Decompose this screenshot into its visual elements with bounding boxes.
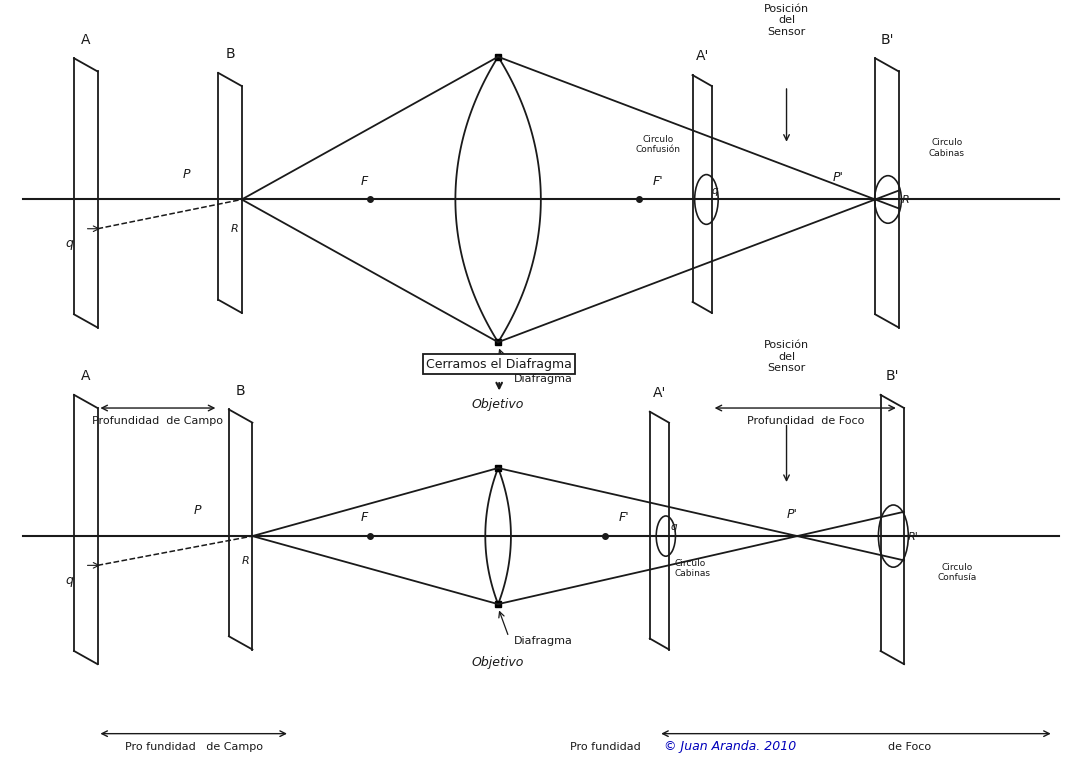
Text: © Juan Aranda. 2010: © Juan Aranda. 2010 (664, 740, 796, 752)
Text: F': F' (619, 512, 630, 525)
Text: Circulo
Cabinas: Circulo Cabinas (675, 559, 710, 578)
Text: B: B (225, 47, 235, 61)
Text: R: R (231, 224, 239, 235)
Text: Objetivo: Objetivo (472, 656, 525, 669)
Text: Posición
del
Sensor: Posición del Sensor (764, 340, 809, 373)
Text: B': B' (886, 369, 899, 383)
Text: Circulo
Cabinas: Circulo Cabinas (929, 139, 965, 157)
Text: F': F' (653, 175, 664, 188)
Text: Posición
del
Sensor: Posición del Sensor (764, 4, 809, 37)
Text: P: P (183, 167, 191, 180)
Text: Circulo
Confusión: Circulo Confusión (636, 135, 681, 154)
Text: F: F (361, 512, 368, 525)
Text: Circulo
Confusía: Circulo Confusía (938, 562, 977, 582)
Text: Diafragma: Diafragma (514, 637, 573, 646)
Text: B: B (236, 384, 245, 398)
Text: q: q (65, 237, 73, 250)
Text: Pro fundidad   de Campo: Pro fundidad de Campo (124, 742, 262, 752)
Text: Cerramos el Diafragma: Cerramos el Diafragma (426, 357, 572, 371)
Text: P': P' (832, 171, 843, 184)
Text: q: q (712, 185, 719, 195)
Text: A': A' (652, 386, 666, 400)
Text: Profundidad  de Foco: Profundidad de Foco (746, 416, 864, 426)
Text: P': P' (786, 508, 798, 521)
Text: R: R (902, 195, 909, 205)
Text: P: P (194, 504, 201, 517)
Text: B': B' (880, 33, 893, 47)
Text: de Foco: de Foco (888, 742, 931, 752)
Text: A': A' (695, 49, 709, 64)
Text: A: A (81, 369, 91, 383)
Text: Diafragma: Diafragma (514, 375, 573, 385)
Text: Profundidad  de Campo: Profundidad de Campo (92, 416, 224, 426)
Text: q: q (670, 522, 677, 532)
Text: R: R (242, 556, 250, 566)
Text: F: F (361, 175, 368, 188)
Text: R': R' (907, 531, 918, 542)
Text: A: A (81, 33, 91, 47)
Text: q: q (65, 574, 73, 587)
Text: Objetivo: Objetivo (472, 398, 525, 411)
Text: Pro fundidad: Pro fundidad (570, 742, 640, 752)
